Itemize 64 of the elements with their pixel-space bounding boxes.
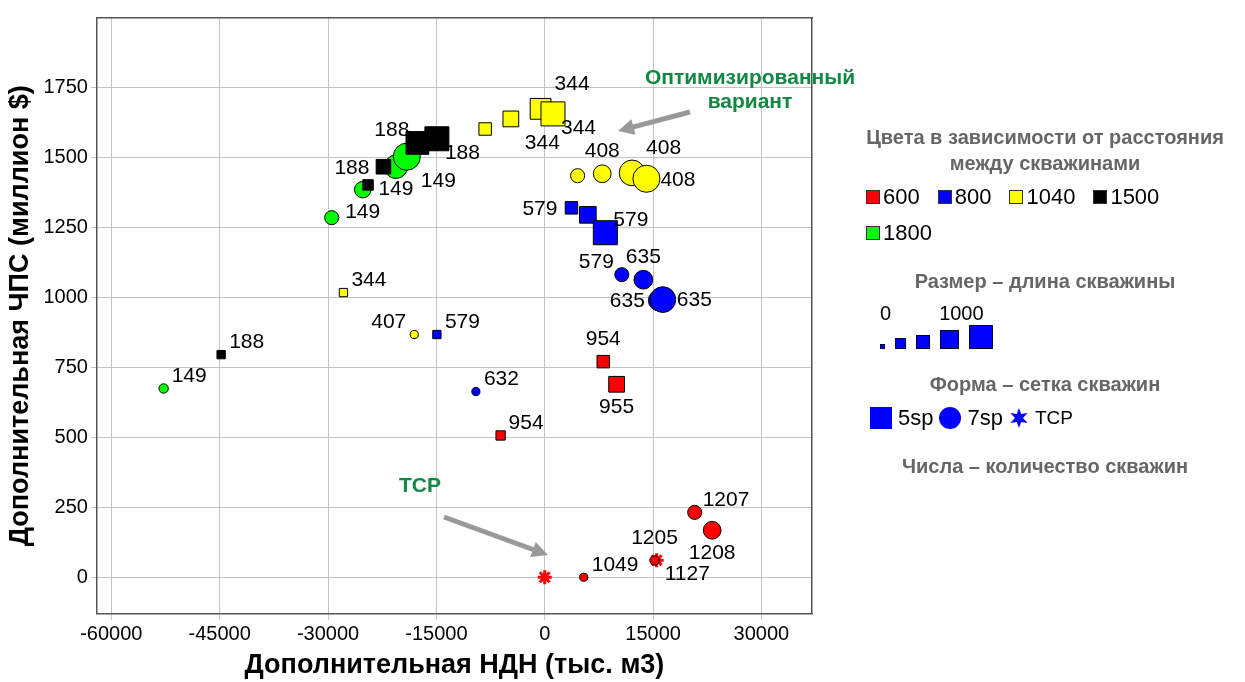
- x-tick-label: 30000: [733, 622, 790, 645]
- annotation: 408: [646, 135, 682, 159]
- annotation: 188: [444, 140, 480, 164]
- legend-label: 1800: [883, 220, 932, 246]
- annotation: 635: [609, 288, 645, 312]
- text: Размер – длина скважины: [913, 269, 1177, 294]
- y-tick-label: 500: [54, 424, 88, 447]
- annotation: 149: [345, 198, 381, 222]
- legend-label: 800: [954, 184, 992, 210]
- annotation: 955: [599, 393, 635, 417]
- annotation: 1205: [631, 524, 678, 548]
- annotation: 635: [625, 244, 661, 268]
- annotation: 954: [585, 325, 622, 349]
- x-axis-title: Дополнительная НДН (тыс. м3): [244, 649, 665, 680]
- annotation: 344: [560, 115, 597, 139]
- annotation: 344: [351, 266, 387, 290]
- x-tick-label: 15000: [625, 622, 681, 645]
- annotation: 579: [613, 207, 649, 231]
- x-tick-label: -60000: [80, 622, 143, 645]
- annotation: 1207: [702, 486, 750, 510]
- y-axis-title: Дополнительная ЧПС (миллион $): [3, 85, 34, 547]
- annotation: 188: [374, 117, 410, 141]
- annotation: 1208: [688, 539, 736, 563]
- legend-label: 1500: [1110, 184, 1160, 210]
- annotation: 635: [676, 287, 712, 311]
- legend-title: Цвета в зависимости от расстояния между скважинами: [865, 125, 1225, 176]
- legend-label: 600: [883, 184, 920, 210]
- text: Форма – сетка скважин: [928, 372, 1162, 397]
- y-tick-label: 250: [54, 494, 88, 517]
- x-tick-label: 0: [539, 622, 551, 645]
- annotation: 579: [444, 308, 480, 332]
- annotation: 632: [483, 365, 519, 389]
- x-tick-label: -30000: [296, 622, 360, 645]
- text: 1000: [939, 302, 984, 325]
- annotation: 408: [584, 138, 620, 162]
- annotation: 579: [578, 248, 614, 272]
- y-tick-label: 0: [76, 564, 88, 587]
- text: 5sp: [898, 405, 934, 431]
- y-tick-label: 1750: [43, 75, 88, 98]
- text: 7sp: [967, 405, 1003, 431]
- y-tick-label: 1500: [43, 145, 88, 168]
- annotation: 1127: [664, 561, 710, 585]
- y-tick-label: 1250: [43, 215, 88, 238]
- annotation: 188: [334, 154, 370, 178]
- annotation: 954: [508, 409, 544, 433]
- annotation: 149: [420, 167, 456, 191]
- annotation: 149: [378, 176, 414, 200]
- annotation: 407: [371, 308, 407, 332]
- text: 0: [880, 302, 892, 325]
- y-tick-label: 1000: [43, 285, 88, 308]
- annotation: 188: [229, 328, 265, 352]
- annotation: 344: [524, 130, 561, 154]
- annotation: 579: [522, 195, 558, 219]
- annotation: 344: [554, 71, 590, 95]
- x-tick-label: -45000: [188, 622, 251, 645]
- annotation: 149: [171, 362, 207, 386]
- annotation: 1049: [591, 551, 639, 575]
- x-tick-label: -15000: [405, 622, 468, 645]
- text: TCP: [1034, 407, 1073, 429]
- y-tick-label: 750: [54, 355, 88, 378]
- text: Числа – количество скважин: [900, 454, 1189, 479]
- legend-label: 1040: [1026, 184, 1076, 210]
- annotation: TCP: [398, 473, 442, 497]
- annotation: 408: [660, 166, 696, 190]
